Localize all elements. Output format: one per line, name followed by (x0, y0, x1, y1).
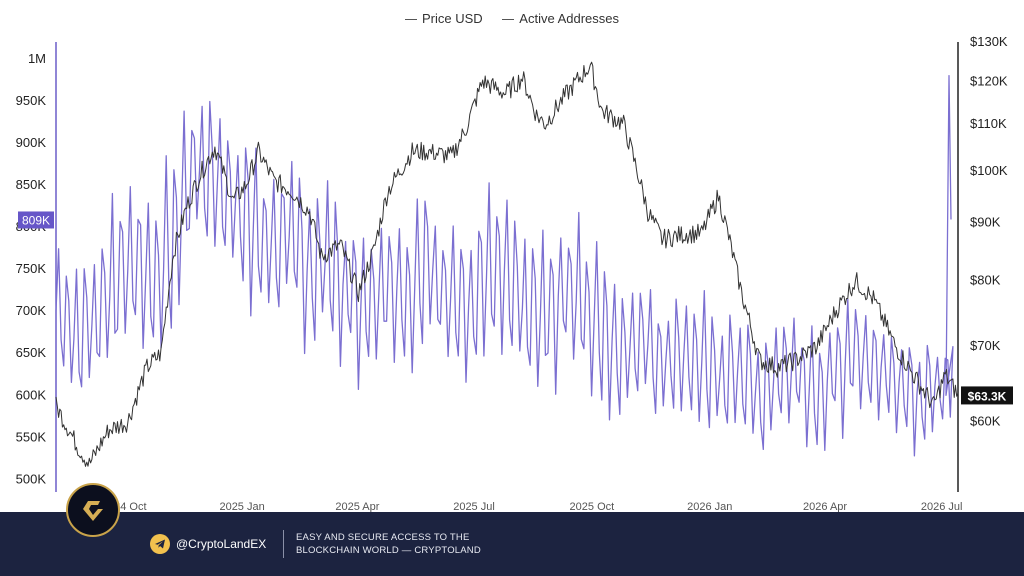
social-handle[interactable]: @CryptoLandEX (150, 534, 266, 554)
y-right-tick-label: $60K (970, 414, 1001, 429)
cryptoland-logo[interactable] (66, 483, 120, 537)
chart: 1M950K900K850K800K750K700K650K600K550K50… (16, 34, 1013, 512)
x-tick-label: 2025 Jan (219, 501, 264, 512)
y-left-tick-label: 750K (16, 261, 47, 276)
y-left-tick-label: 500K (16, 471, 47, 486)
x-tick-label: 2025 Oct (570, 501, 615, 512)
legend: Price USD Active Addresses (0, 11, 1024, 26)
y-right-tick-label: $110K (970, 116, 1007, 131)
tagline-line-2: BLOCKCHAIN WORLD — CRYPTOLAND (296, 545, 481, 556)
current-addresses-badge (18, 211, 54, 229)
footer-banner (0, 512, 1024, 576)
current-addresses-label: 809K (22, 213, 50, 227)
y-left-tick-label: 700K (16, 303, 47, 318)
y-left-tick-label: 950K (16, 93, 47, 108)
handle-text: @CryptoLandEX (176, 537, 267, 551)
legend-swatch-price (404, 19, 417, 21)
y-left-tick-label: 1M (28, 51, 46, 66)
legend-swatch-addresses (502, 19, 515, 21)
badge-layer: 809K $63.3K (18, 211, 1013, 405)
tagline-line-1: EASY AND SECURE ACCESS TO THE (296, 532, 470, 543)
legend-item-addresses[interactable]: Active Addresses (502, 11, 619, 26)
right-axis: $130K $120K $110K $100K $90K $80K $70K $60K (957, 34, 1008, 492)
legend-label-addresses: Active Addresses (519, 11, 620, 26)
series-active-addresses (55, 74, 954, 457)
x-axis: 2024 Oct 2025 Jan 2025 Apr 2025 Jul 2025 Oct… (102, 501, 963, 512)
x-tick-label: 2026 Apr (803, 501, 847, 512)
legend-item-price[interactable]: Price USD (404, 11, 483, 26)
y-right-tick-label: $100K (970, 163, 1008, 178)
y-right-tick-label: $130K (970, 34, 1008, 49)
y-left-tick-label: 550K (16, 429, 47, 444)
current-price-label: $63.3K (968, 389, 1007, 403)
y-right-tick-label: $120K (970, 73, 1008, 88)
left-axis: 1M950K900K850K800K750K700K650K600K550K50… (16, 42, 57, 492)
footer-tagline: EASY AND SECURE ACCESS TO THE BLOCKCHAIN… (296, 531, 481, 557)
y-right-tick-label: $70K (970, 338, 1001, 353)
logo-mark-icon (83, 501, 103, 521)
y-left-tick-label: 600K (16, 387, 47, 402)
y-left-tick-label: 650K (16, 345, 47, 360)
x-tick-label: 2024 Oct (102, 501, 147, 512)
legend-label-price: Price USD (421, 11, 483, 26)
series-price-usd (55, 61, 959, 467)
telegram-icon (150, 534, 170, 554)
current-price-badge (961, 386, 1013, 405)
footer-divider (283, 530, 284, 558)
x-tick-label: 2026 Jul (921, 501, 963, 512)
y-left-tick-label: 900K (16, 135, 47, 150)
x-tick-label: 2025 Apr (335, 501, 379, 512)
x-tick-label: 2026 Jan (687, 501, 732, 512)
y-right-tick-label: $80K (970, 272, 1001, 287)
series-layer (55, 61, 959, 467)
x-tick-label: 2025 Jul (453, 501, 495, 512)
y-right-tick-label: $90K (970, 215, 1001, 230)
y-left-tick-label: 850K (16, 177, 47, 192)
